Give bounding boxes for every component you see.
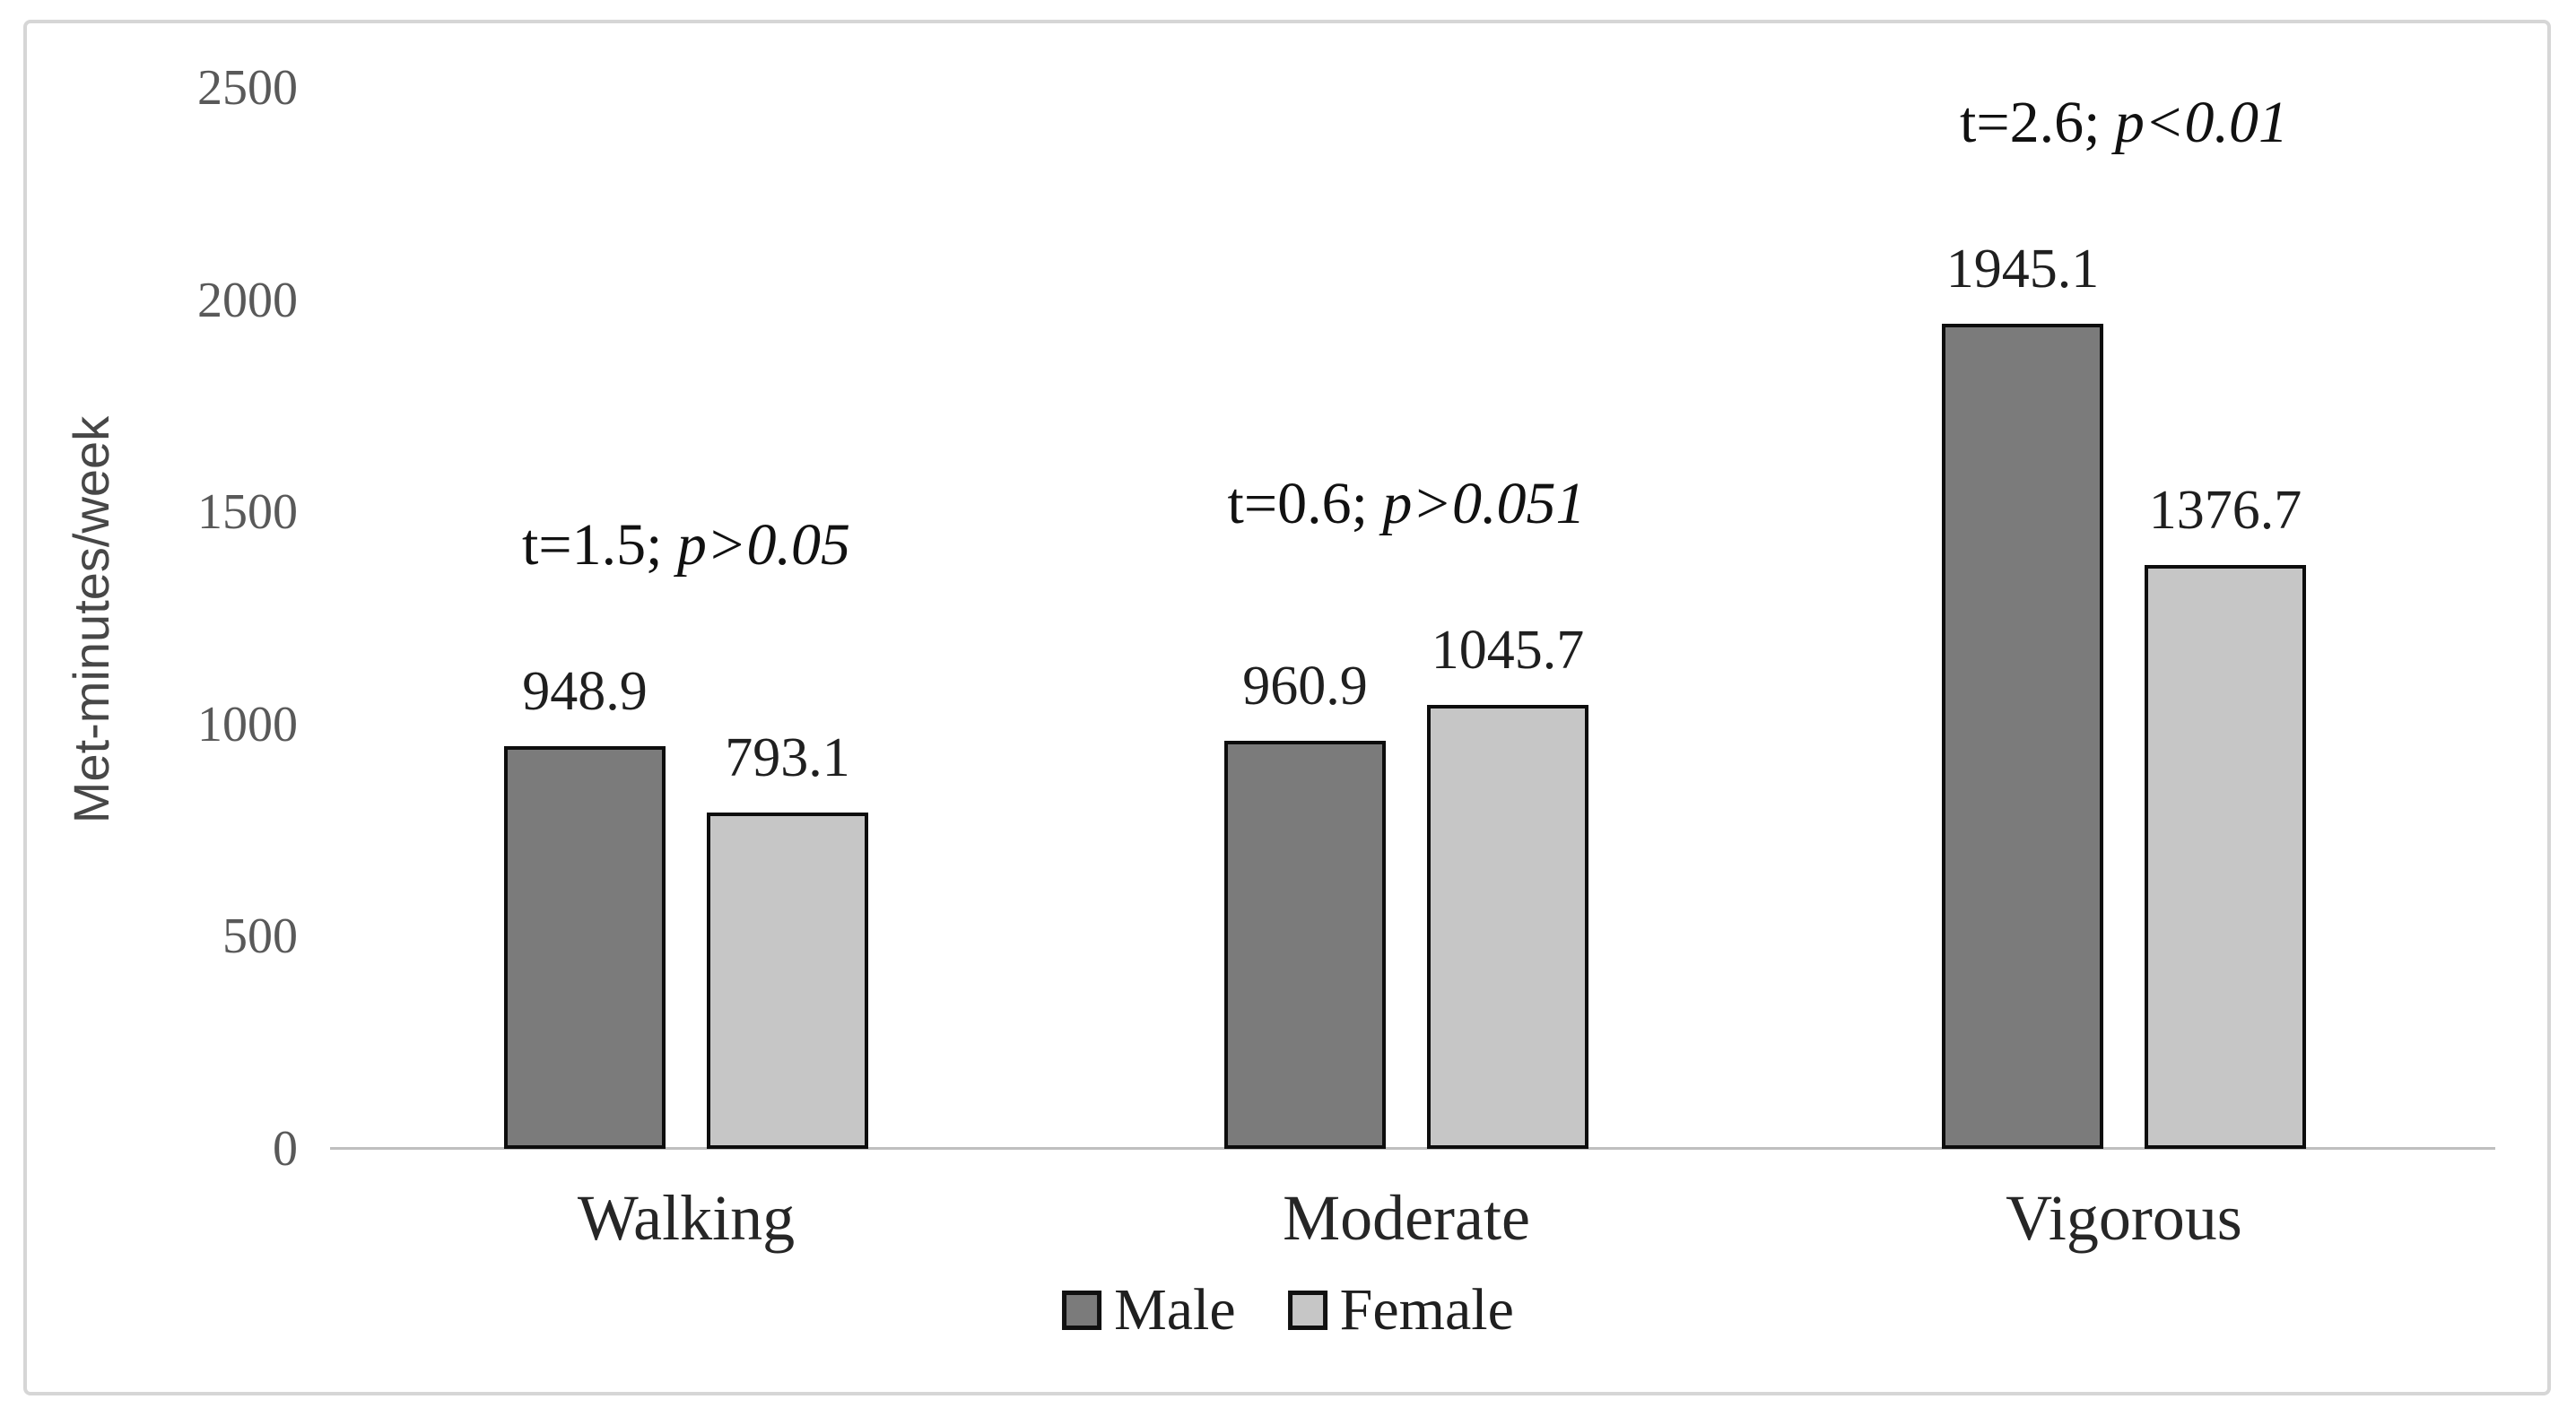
value-label: 948.9 xyxy=(522,661,648,722)
bar-female-moderate xyxy=(1427,705,1588,1149)
y-tick-label: 1000 xyxy=(197,696,298,752)
x-category-label: Moderate xyxy=(1283,1182,1530,1254)
legend-entry-female: Female xyxy=(1287,1277,1514,1343)
legend-entry-male: Male xyxy=(1062,1281,1236,1340)
figure-border xyxy=(23,20,2551,1395)
legend-label-female: Female xyxy=(1339,1277,1514,1343)
y-tick-label: 0 xyxy=(273,1121,298,1177)
value-label: 793.1 xyxy=(725,727,850,788)
legend-swatch-female xyxy=(1287,1291,1327,1330)
t-statistic: t=0.6; xyxy=(1227,471,1383,537)
y-axis-title: Met-minutes/week xyxy=(63,415,119,824)
t-statistic: t=1.5; xyxy=(522,511,677,578)
value-label: 1045.7 xyxy=(1431,620,1585,681)
x-category-label: Walking xyxy=(577,1182,796,1254)
stat-annotation: t=0.6; p>0.051 xyxy=(1003,474,1810,534)
t-statistic: t=2.6; xyxy=(1960,89,2115,155)
bar-male-moderate xyxy=(1224,741,1386,1149)
y-tick-label: 2500 xyxy=(197,60,298,116)
x-axis-line xyxy=(330,1147,2495,1150)
bar-male-vigorous xyxy=(1942,324,2103,1149)
value-label: 1945.1 xyxy=(1945,239,2100,300)
stat-annotation: t=2.6; p<0.01 xyxy=(1720,89,2528,155)
value-label: 1376.7 xyxy=(2148,480,2302,541)
bar-male-walking xyxy=(504,746,666,1149)
legend-swatch-male xyxy=(1062,1291,1102,1330)
value-label: 960.9 xyxy=(1242,656,1368,717)
stat-annotation: t=1.5; p>0.05 xyxy=(283,515,1090,575)
bar-female-walking xyxy=(707,813,868,1149)
x-category-label: Vigorous xyxy=(2006,1182,2242,1254)
p-value: p<0.01 xyxy=(2114,89,2288,155)
p-value: p>0.051 xyxy=(1382,471,1586,537)
y-tick-label: 2000 xyxy=(197,272,298,328)
p-value: p>0.05 xyxy=(676,511,850,578)
bar-female-vigorous xyxy=(2145,565,2306,1149)
legend-label-male: Male xyxy=(1114,1277,1236,1343)
legend: Male Female xyxy=(1062,1281,1514,1340)
y-tick-label: 500 xyxy=(222,908,298,965)
y-tick-label: 1500 xyxy=(197,484,298,541)
